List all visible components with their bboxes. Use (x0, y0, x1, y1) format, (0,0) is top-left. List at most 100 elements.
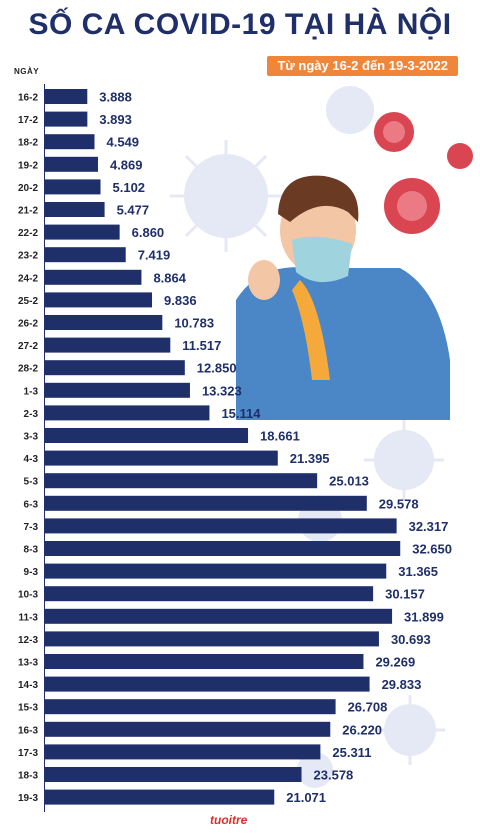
category-label: 16-3 (18, 725, 38, 736)
bar (45, 789, 275, 805)
category-label: 21-2 (18, 206, 38, 217)
value-label: 3.888 (99, 90, 132, 105)
category-label: 2-3 (24, 409, 39, 420)
bar (45, 134, 95, 150)
chart-title: SỐ CA COVID-19 TẠI HÀ NỘI (28, 8, 452, 41)
value-label: 7.419 (138, 248, 171, 263)
category-label: 25-2 (18, 296, 38, 307)
value-label: 29.833 (382, 677, 422, 692)
value-label: 32.317 (409, 519, 449, 534)
bar (45, 89, 88, 104)
value-label: 10.783 (174, 316, 214, 331)
value-label: 29.269 (375, 655, 415, 670)
value-label: 31.365 (398, 564, 438, 579)
bar (45, 179, 101, 195)
y-axis-label: NGÀY (14, 67, 40, 76)
value-label: 26.708 (348, 700, 388, 715)
bar (45, 202, 105, 217)
value-label: 9.836 (164, 293, 197, 308)
value-label: 25.013 (329, 474, 369, 489)
value-label: 5.102 (113, 180, 146, 195)
value-label: 3.893 (99, 112, 132, 127)
value-label: 30.157 (385, 587, 425, 602)
value-label: 4.869 (110, 157, 143, 172)
bar (45, 699, 336, 715)
value-label: 26.220 (342, 722, 382, 737)
category-label: 16-2 (18, 93, 38, 104)
bar (45, 518, 397, 534)
value-label: 13.323 (202, 383, 242, 398)
bar (45, 315, 163, 330)
category-label: 5-3 (24, 477, 39, 488)
bar (45, 541, 401, 556)
bar (45, 586, 374, 602)
category-label: 13-3 (18, 658, 38, 669)
bar (45, 224, 120, 240)
bar (45, 382, 190, 398)
red-virus-icon (374, 112, 473, 234)
bar (45, 292, 153, 308)
value-label: 12.850 (197, 361, 237, 376)
bar (45, 744, 321, 760)
category-label: 20-2 (18, 183, 38, 194)
bar (45, 156, 98, 172)
value-label: 25.311 (332, 745, 371, 760)
value-label: 29.578 (379, 496, 419, 511)
bar (45, 360, 185, 376)
value-label: 15.114 (221, 406, 261, 421)
category-label: 19-3 (18, 793, 38, 804)
category-label: 23-2 (18, 251, 38, 262)
bar (45, 405, 210, 421)
category-label: 11-3 (19, 612, 39, 623)
bar (45, 247, 126, 263)
bar (45, 473, 318, 489)
bar (45, 337, 171, 353)
category-label: 15-3 (18, 703, 38, 714)
bar (45, 631, 379, 647)
category-label: 4-3 (24, 454, 39, 465)
category-label: 12-3 (18, 635, 38, 646)
brand-logo: tuoitre (210, 813, 248, 827)
bar (45, 563, 387, 579)
category-label: 3-3 (24, 432, 39, 443)
bar (45, 608, 393, 624)
value-label: 32.650 (412, 542, 452, 557)
category-label: 28-2 (18, 364, 38, 375)
person-illustration (236, 175, 450, 420)
bar (45, 654, 364, 669)
bar (45, 269, 142, 285)
category-label: 24-2 (18, 273, 38, 284)
value-label: 31.899 (404, 609, 444, 624)
bar (45, 111, 88, 127)
category-label: 9-3 (24, 567, 39, 578)
value-label: 11.517 (182, 338, 221, 353)
category-label: 17-3 (18, 748, 38, 759)
value-label: 4.549 (106, 135, 139, 150)
category-label: 10-3 (18, 590, 38, 601)
category-label: 6-3 (24, 499, 39, 510)
category-label: 7-3 (24, 522, 39, 533)
category-label: 18-3 (18, 771, 38, 782)
category-label: 22-2 (18, 228, 38, 239)
category-label: 26-2 (18, 319, 38, 330)
category-label: 1-3 (24, 386, 39, 397)
category-label: 17-2 (18, 115, 38, 126)
category-label: 18-2 (18, 138, 38, 149)
category-label: 19-2 (18, 160, 38, 171)
bar (45, 721, 331, 737)
value-label: 18.661 (260, 429, 300, 444)
y-axis-line (44, 84, 45, 812)
category-label: 8-3 (24, 545, 39, 556)
value-label: 21.395 (290, 451, 330, 466)
value-label: 6.860 (132, 225, 165, 240)
bar (45, 495, 367, 511)
value-label: 8.864 (153, 270, 186, 285)
chart-subtitle: Từ ngày 16-2 đến 19-3-2022 (267, 56, 458, 76)
value-label: 5.477 (117, 203, 150, 218)
bar (45, 428, 249, 443)
value-label: 30.693 (391, 632, 431, 647)
bar (45, 450, 278, 466)
value-label: 21.071 (286, 790, 326, 805)
bar (45, 767, 302, 782)
